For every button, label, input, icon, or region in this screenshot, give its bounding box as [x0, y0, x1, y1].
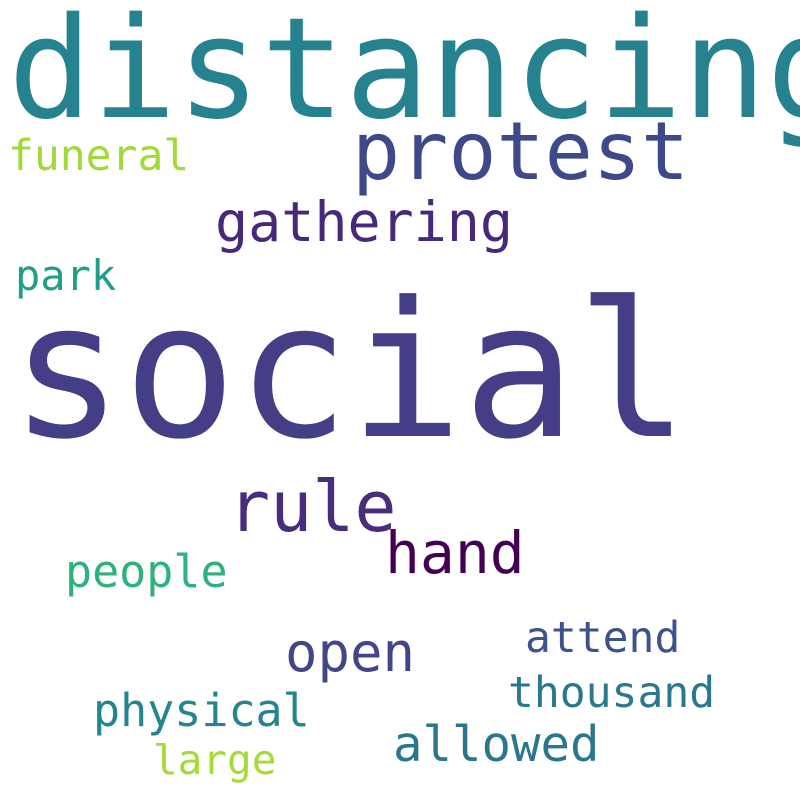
word-people: people [65, 545, 228, 598]
word-hand: hand [385, 519, 525, 587]
word-distancing: distancing [8, 0, 800, 151]
word-social: social [10, 262, 690, 481]
word-physical: physical [93, 684, 310, 737]
word-thousand: thousand [508, 668, 716, 718]
word-park: park [15, 251, 117, 300]
word-allowed: allowed [393, 716, 600, 773]
word-large: large [153, 736, 277, 784]
word-gathering: gathering [215, 190, 514, 254]
word-open: open [285, 621, 416, 684]
word-rule: rule [228, 466, 397, 548]
word-attend: attend [525, 613, 681, 663]
word-funeral: funeral [8, 131, 190, 181]
word-protest: protest [352, 105, 690, 198]
